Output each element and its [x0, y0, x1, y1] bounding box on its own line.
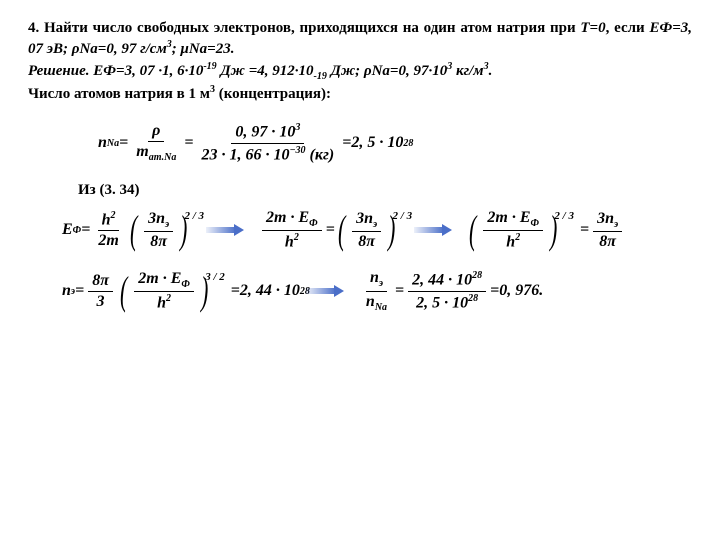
f1-rhs: 2, 5 · 10	[351, 134, 403, 152]
f1-den2u: (кг)	[306, 146, 335, 163]
sol5: (концентрация):	[215, 86, 331, 102]
f3-rn: 2, 44 · 10	[412, 272, 472, 289]
f1-rhse: 28	[403, 138, 413, 149]
problem-number: 4.	[28, 20, 39, 36]
f1-num1: ρ	[148, 122, 164, 142]
f3-exp: 3 / 2	[205, 271, 225, 283]
problem-statement: 4. Найти число свободных электронов, при…	[28, 18, 692, 104]
f1-num2e: 3	[295, 122, 300, 133]
f1-den2: 23 · 1, 66 · 10	[201, 146, 289, 163]
sol1: ЕФ=3, 07 ·1, 6·10	[90, 63, 204, 79]
f1-den2e: −30	[289, 145, 305, 156]
f3-res: 0, 976.	[499, 282, 543, 300]
f2-exp3: 2 / 3	[554, 210, 574, 222]
ref-line: Из (3. 34)	[78, 182, 692, 199]
f2-exp1: 2 / 3	[184, 210, 204, 222]
solution-label: Решение.	[28, 63, 90, 79]
formula-ef: EФ = h22m (3nэ8π)2 / 3 2m · EФh2 = (3nэ8…	[62, 209, 692, 252]
rho-kg: ρNa=0, 97·10	[364, 63, 447, 79]
cond-T: T=0	[580, 20, 605, 36]
sol2e: -19	[314, 71, 327, 82]
f3-v1: 2, 44 · 10	[240, 282, 300, 300]
sol3: Дж;	[327, 63, 364, 79]
formula-nna: nNa = ρmат.Na = 0, 97 · 10323 · 1, 66 · …	[98, 122, 692, 164]
f3-rde: 28	[468, 293, 478, 304]
problem-t2: , если	[606, 20, 650, 36]
f2-exp2: 2 / 3	[393, 210, 413, 222]
f1-num2: 0, 97 · 10	[235, 124, 295, 141]
f3-rne: 28	[472, 270, 482, 281]
rho-unit: кг/м	[452, 63, 483, 79]
cond-rho: ρNa=0, 97 г/см	[72, 41, 167, 57]
cond-mu: ; μNa=23.	[172, 41, 235, 57]
sol2: Дж =4, 912·10	[217, 63, 314, 79]
problem-t1: Найти число свободных электронов, приход…	[44, 20, 580, 36]
formula-ne: nэ = 8π3 (2m · EФh2)3 / 2 = 2, 44 · 1028…	[62, 269, 692, 312]
sol1e: -19	[203, 61, 216, 72]
sol4: Число атомов натрия в 1 м	[28, 86, 210, 102]
f3-rd: 2, 5 · 10	[416, 294, 468, 311]
